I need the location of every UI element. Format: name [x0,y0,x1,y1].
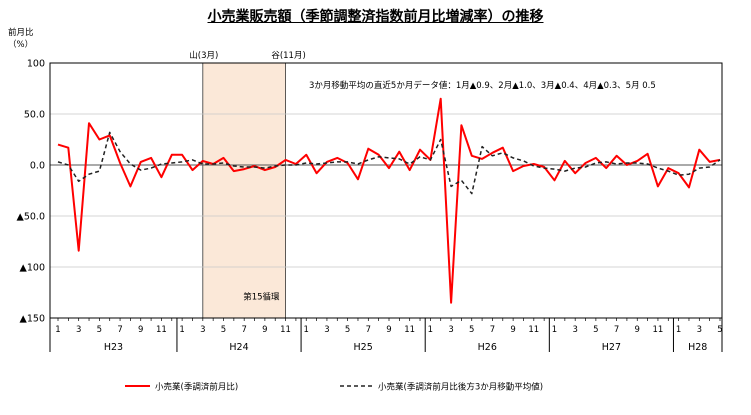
x-tick-label: 9 [138,325,143,335]
x-tick-label: 5 [717,325,722,335]
plot-frame [49,62,723,319]
year-label: H27 [602,342,621,353]
y-tick-label: ▲150 [20,314,45,325]
x-tick-label: 7 [366,325,371,335]
x-tick-label: 7 [117,325,122,335]
series-layer [57,97,721,304]
year-label: H26 [478,342,497,353]
legend-label-moving-average: 小売業(季調済前月比後方3か月移動平均値) [378,382,543,393]
retail-mom-line [57,97,721,304]
x-tick-label: 11 [653,325,664,335]
legend-label-retail: 小売業(季調済前月比) [155,382,238,393]
x-tick-label: 3 [324,325,329,335]
chart-title: 小売業販売額（季節調整済指数前月比増減率）の推移 [207,9,544,25]
legend: 小売業(季調済前月比) 小売業(季調済前月比後方3か月移動平均値) [125,382,543,393]
moving-average-line [57,131,721,195]
cycle-label: 第15循環 [243,292,280,303]
y-tick-label: 0.0 [30,161,45,172]
y-unit-label: 前月比 [8,27,34,38]
x-tick-label: 9 [262,325,267,335]
x-tick-label: 11 [280,325,291,335]
plot-background [202,62,286,319]
x-tick-label: 5 [345,325,350,335]
x-tick-label: 5 [469,325,474,335]
year-label: H23 [104,342,123,353]
x-tick-label: 3 [572,325,577,335]
trough-label: 谷(11月) [271,51,305,61]
x-tick-label: 3 [697,325,702,335]
x-tick-label: 1 [552,325,557,335]
year-label: H25 [354,342,373,353]
year-label: H24 [229,342,248,353]
x-tick-label: 7 [241,325,246,335]
x-tick-label: 1 [179,325,184,335]
year-label: H28 [688,342,707,353]
y-unit-label: （%） [8,39,33,50]
moving-average-note: 3か月移動平均の直近5か月データ値：1月▲0.9、2月▲1.0、3月▲0.4、4… [309,80,656,91]
y-tick-label: 100 [27,59,45,70]
x-tick-label: 1 [428,325,433,335]
x-tick-label: 7 [490,325,495,335]
x-tick-label: 3 [76,325,81,335]
y-tick-label: ▲100 [20,263,45,274]
x-tick-label: 11 [156,325,167,335]
x-tick-label: 9 [510,325,515,335]
x-tick-label: 5 [593,325,598,335]
x-tick-label: 9 [386,325,391,335]
x-tick-label: 5 [221,325,226,335]
x-tick-label: 3 [200,325,205,335]
x-tick-label: 9 [635,325,640,335]
peak-label: 山(3月) [189,50,218,61]
x-tick-label: 11 [528,325,539,335]
x-tick-label: 1 [304,325,309,335]
x-tick-label: 7 [614,325,619,335]
x-tick-label: 1 [55,325,60,335]
x-tick-label: 1 [676,325,681,335]
x-tick-label: 5 [97,325,102,335]
x-tick-label: 11 [404,325,415,335]
y-tick-label: 50.0 [24,110,45,121]
shaded-period [202,62,286,319]
y-tick-label: ▲50.0 [17,212,45,223]
axis-layer [49,62,723,352]
x-tick-label: 3 [448,325,453,335]
